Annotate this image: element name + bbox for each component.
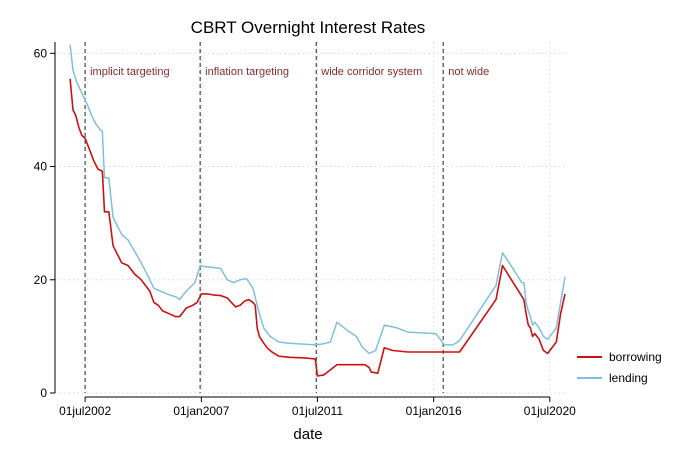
chart-title: CBRT Overnight Interest Rates <box>191 18 426 37</box>
x-axis-label: date <box>293 426 322 443</box>
y-tick-label: 20 <box>34 273 48 287</box>
x-tick-label: 01jan2016 <box>406 404 462 418</box>
series-line-lending <box>69 44 566 355</box>
series-line-borrowing <box>69 78 566 377</box>
legend-label: lending <box>609 371 648 385</box>
grid <box>55 42 565 394</box>
y-tick-label: 40 <box>34 160 48 174</box>
x-tick-label: 01jan2007 <box>173 404 229 418</box>
x-tick-label: 01jul2002 <box>59 404 111 418</box>
regime-label: wide corridor system <box>320 66 422 78</box>
regime-label: implicit targeting <box>90 66 169 78</box>
x-tick-label: 01jul2011 <box>292 404 343 418</box>
y-tick-label: 0 <box>40 386 47 400</box>
legend-label: borrowing <box>609 350 662 364</box>
legend: borrowing lending <box>577 350 662 385</box>
x-tick-label: 01jul2020 <box>524 404 576 418</box>
axes: 0 20 40 60 01jul2002 01jan2007 01jul2011 01jan2… <box>34 42 576 418</box>
y-tick-label: 60 <box>34 46 48 60</box>
regime-label: inflation targeting <box>205 66 289 78</box>
series-lines <box>69 44 566 377</box>
regime-lines: implicit targeting inflation targeting wid… <box>84 42 489 393</box>
regime-label: not wide <box>448 66 489 78</box>
